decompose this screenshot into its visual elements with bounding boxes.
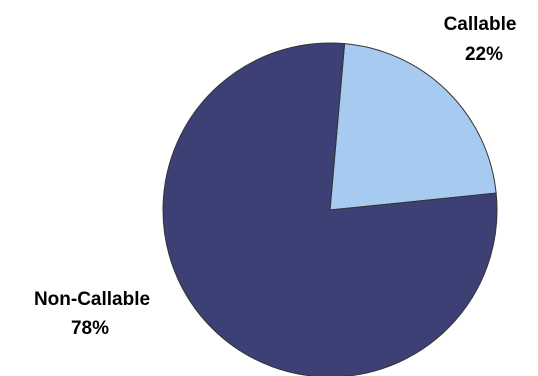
non-callable-label: Non-Callable [34,289,150,310]
label-callable: Callable 22% [444,14,517,65]
label-non-callable: Non-Callable 78% [34,289,150,339]
pie-slices [162,42,498,376]
pie-slice-non-callable [162,42,498,376]
non-callable-percent: 78% [71,318,109,339]
callable-percent: 22% [465,44,503,65]
pie-slice-callable [329,43,497,211]
callable-label: Callable [444,14,517,35]
